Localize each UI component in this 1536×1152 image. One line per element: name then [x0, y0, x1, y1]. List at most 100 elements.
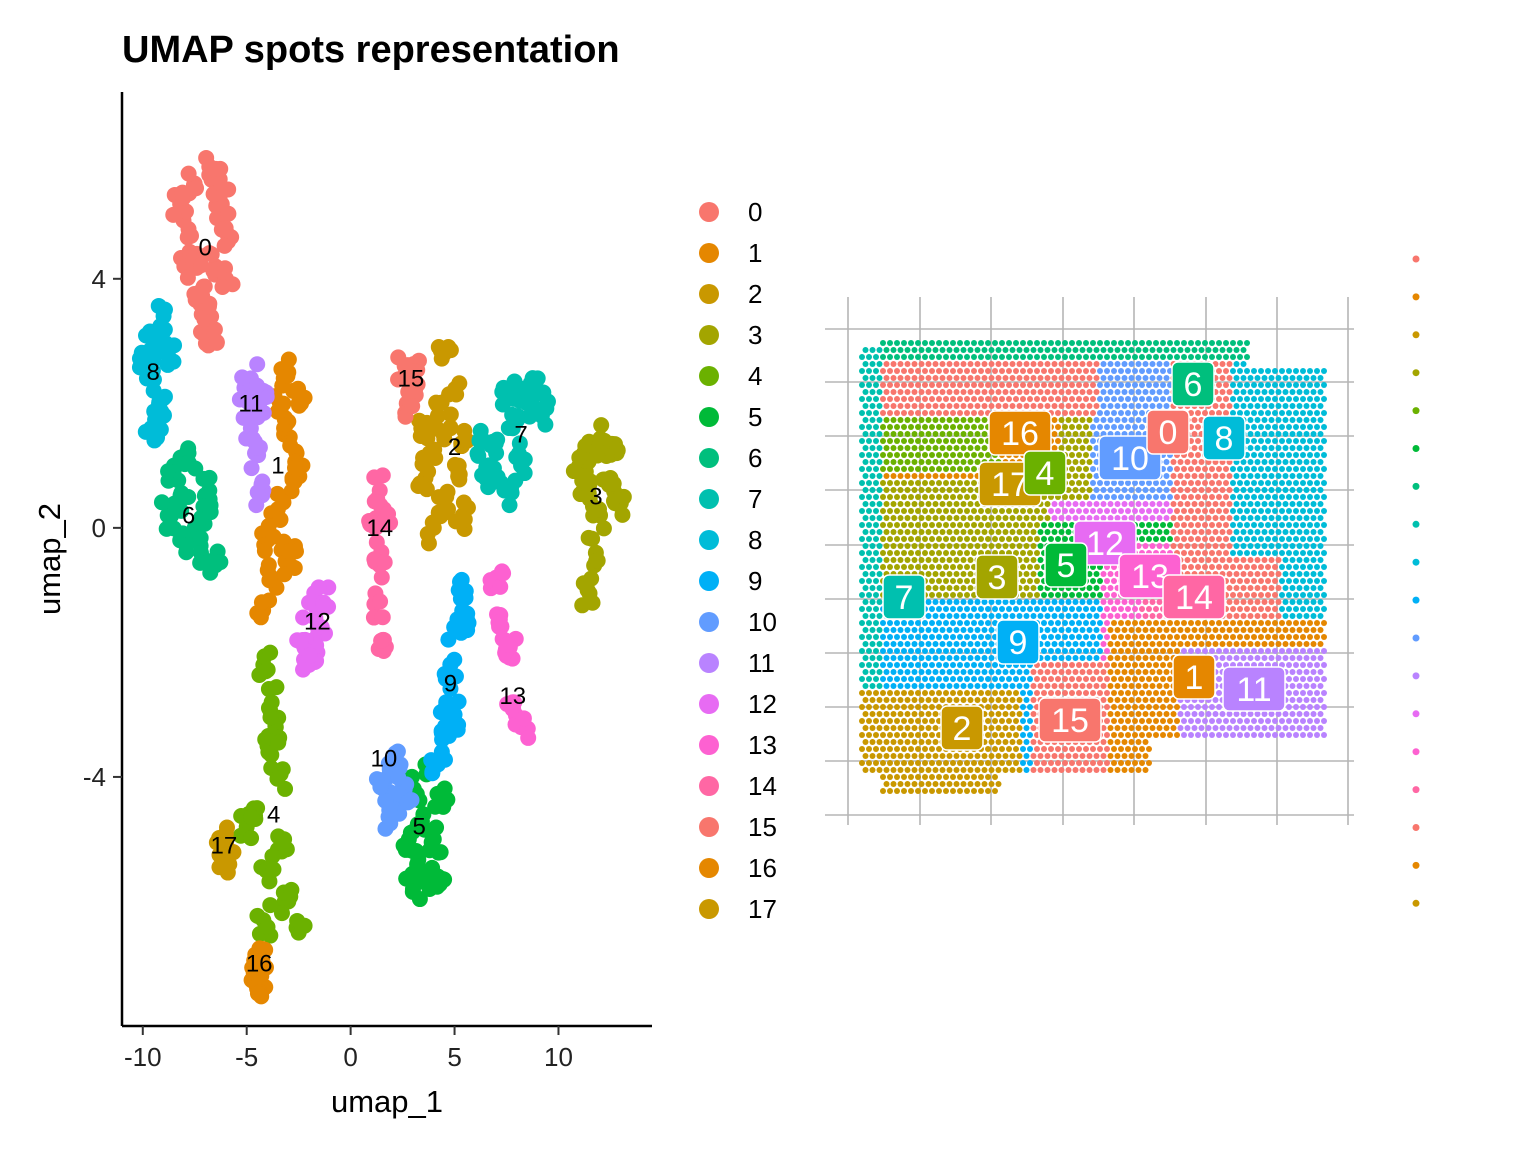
spot	[1254, 431, 1261, 437]
spot	[1128, 613, 1135, 619]
spot	[876, 627, 883, 633]
umap-point	[152, 421, 169, 438]
spot	[883, 417, 890, 423]
spot	[1118, 718, 1124, 724]
spot	[890, 683, 897, 689]
spot	[1184, 543, 1191, 549]
spot	[1065, 445, 1072, 451]
spot	[981, 543, 988, 549]
spot	[915, 676, 921, 682]
spot	[1233, 613, 1240, 619]
spot	[883, 557, 890, 563]
spot	[985, 774, 991, 780]
spot	[1146, 634, 1152, 640]
spot	[1244, 592, 1250, 598]
umap-point	[201, 469, 218, 486]
spot	[1195, 340, 1201, 346]
spot	[1300, 662, 1306, 668]
spot	[862, 417, 869, 423]
spot	[1209, 508, 1215, 514]
spot	[1163, 697, 1170, 703]
spot	[985, 718, 991, 724]
spot	[946, 683, 953, 689]
spot	[1023, 683, 1030, 689]
spot	[890, 403, 897, 409]
spot	[1132, 368, 1138, 374]
spot	[866, 466, 872, 472]
spot	[1230, 368, 1236, 374]
spot	[943, 424, 949, 430]
spot	[1167, 690, 1173, 696]
spot	[862, 655, 869, 661]
spot	[908, 760, 914, 766]
spot	[894, 368, 900, 374]
spot	[1058, 669, 1065, 675]
spot	[1111, 340, 1117, 346]
spot	[1275, 613, 1282, 619]
spot	[1076, 494, 1082, 500]
spot	[1230, 494, 1236, 500]
spot	[904, 375, 911, 381]
spot	[1041, 340, 1047, 346]
spot	[999, 732, 1005, 738]
spot	[1076, 760, 1082, 766]
spot	[1272, 494, 1278, 500]
spot	[894, 424, 900, 430]
spot	[1307, 480, 1313, 486]
spot	[1104, 620, 1110, 626]
spot	[1013, 550, 1019, 556]
spot	[1160, 494, 1166, 500]
spot	[1009, 697, 1016, 703]
spot	[1030, 557, 1037, 563]
umap-point	[243, 809, 260, 826]
umap-point	[280, 543, 297, 560]
spot	[1020, 564, 1026, 570]
spot	[1275, 585, 1282, 591]
spot	[1139, 536, 1145, 542]
spot	[1286, 578, 1292, 584]
umap-point	[276, 566, 293, 583]
umap-point	[376, 554, 393, 571]
spot	[1237, 718, 1243, 724]
spot	[1244, 732, 1250, 738]
umap-cluster-label: 4	[267, 801, 280, 828]
spot	[1149, 697, 1156, 703]
spot	[985, 536, 991, 542]
spot	[904, 641, 911, 647]
spot	[1055, 438, 1061, 444]
spot	[1303, 655, 1310, 661]
spot	[1076, 676, 1082, 682]
umap-point	[249, 907, 266, 924]
spot	[1205, 543, 1212, 549]
spot	[988, 655, 995, 661]
spot	[960, 781, 967, 787]
spot	[1111, 480, 1117, 486]
spot	[1156, 389, 1163, 395]
spot	[883, 375, 890, 381]
spot	[1016, 403, 1023, 409]
y-axis-title: umap_2	[32, 503, 67, 615]
spot	[922, 564, 928, 570]
spot	[1167, 340, 1173, 346]
spot	[988, 529, 995, 535]
umap-point	[194, 287, 211, 304]
spot	[1041, 676, 1047, 682]
spot	[1104, 424, 1110, 430]
spot	[1118, 690, 1124, 696]
spot	[1300, 368, 1306, 374]
spot	[1300, 452, 1306, 458]
spot	[1086, 683, 1093, 689]
spot	[897, 515, 904, 521]
spot	[1202, 634, 1208, 640]
spot	[943, 396, 949, 402]
spot	[887, 382, 893, 388]
spot	[1135, 725, 1142, 731]
spot	[1023, 767, 1030, 773]
spot	[1006, 732, 1012, 738]
spot	[1072, 361, 1079, 367]
spot	[1195, 480, 1201, 486]
spot	[897, 403, 904, 409]
spot	[908, 466, 914, 472]
spot	[995, 767, 1002, 773]
spot	[967, 655, 974, 661]
